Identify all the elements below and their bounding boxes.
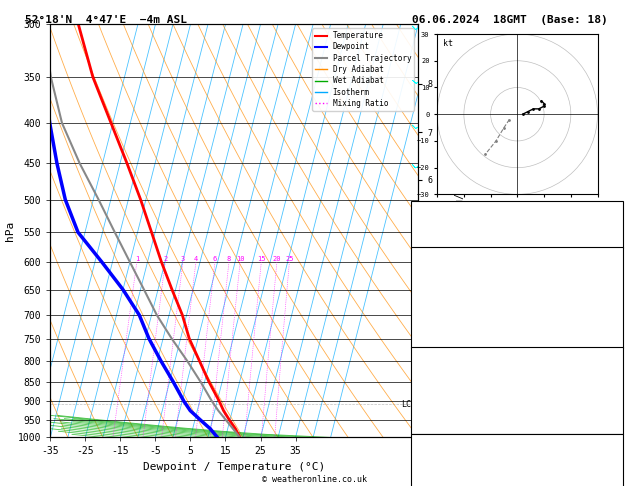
Text: SREH: SREH xyxy=(415,465,438,475)
Text: 52°18'N  4°47'E  −4m ASL: 52°18'N 4°47'E −4m ASL xyxy=(25,15,187,25)
Legend: Temperature, Dewpoint, Parcel Trajectory, Dry Adiabat, Wet Adiabat, Isotherm, Mi: Temperature, Dewpoint, Parcel Trajectory… xyxy=(312,28,415,111)
Text: 40: 40 xyxy=(608,219,620,229)
Text: Temp (°C): Temp (°C) xyxy=(415,265,468,275)
Text: 0: 0 xyxy=(614,319,620,330)
Text: 316: 316 xyxy=(602,379,620,389)
Text: Dewp (°C): Dewp (°C) xyxy=(415,278,468,289)
Text: θₑ(K): θₑ(K) xyxy=(415,292,445,302)
Text: 25: 25 xyxy=(285,256,294,262)
Text: 3: 3 xyxy=(181,256,185,262)
Text: © weatheronline.co.uk: © weatheronline.co.uk xyxy=(262,474,367,484)
Text: 0: 0 xyxy=(614,333,620,343)
Text: CIN (J): CIN (J) xyxy=(415,333,456,343)
Text: 2: 2 xyxy=(163,256,167,262)
Text: Totals Totals: Totals Totals xyxy=(415,219,491,229)
Y-axis label: km
ASL: km ASL xyxy=(435,224,454,238)
Text: CAPE (J): CAPE (J) xyxy=(415,319,462,330)
Text: StmDir: StmDir xyxy=(415,479,450,486)
Text: Hodograph: Hodograph xyxy=(491,438,544,448)
Text: 5: 5 xyxy=(614,392,620,402)
Text: PW (cm): PW (cm) xyxy=(415,233,456,243)
Text: 12: 12 xyxy=(608,465,620,475)
Text: 8: 8 xyxy=(227,256,231,262)
Text: 6: 6 xyxy=(213,256,217,262)
Text: 1: 1 xyxy=(135,256,139,262)
Text: 271°: 271° xyxy=(596,479,620,486)
Text: CAPE (J): CAPE (J) xyxy=(415,406,462,416)
Text: 316: 316 xyxy=(602,292,620,302)
Text: Surface: Surface xyxy=(497,251,538,261)
Text: 20: 20 xyxy=(272,256,281,262)
Text: 0: 0 xyxy=(614,419,620,430)
Text: EH: EH xyxy=(415,451,427,462)
Text: 06.06.2024  18GMT  (Base: 18): 06.06.2024 18GMT (Base: 18) xyxy=(412,15,608,25)
Text: Pressure (mb): Pressure (mb) xyxy=(415,365,491,375)
Text: 2.46: 2.46 xyxy=(596,233,620,243)
Text: Most Unstable: Most Unstable xyxy=(479,351,555,362)
Text: Lifted Index: Lifted Index xyxy=(415,392,486,402)
X-axis label: Dewpoint / Temperature (°C): Dewpoint / Temperature (°C) xyxy=(143,462,325,472)
Text: 0: 0 xyxy=(614,406,620,416)
Text: 10: 10 xyxy=(236,256,245,262)
Text: 15: 15 xyxy=(257,256,265,262)
Y-axis label: hPa: hPa xyxy=(5,221,15,241)
Text: 5: 5 xyxy=(614,306,620,316)
Text: 19: 19 xyxy=(608,451,620,462)
Text: 4: 4 xyxy=(194,256,198,262)
Text: LCL: LCL xyxy=(401,400,416,409)
Text: 19.1: 19.1 xyxy=(596,265,620,275)
Text: Mixing Ratio (g/kg): Mixing Ratio (g/kg) xyxy=(455,175,465,287)
Text: 12.7: 12.7 xyxy=(596,278,620,289)
Text: kt: kt xyxy=(443,39,452,49)
Text: 1015: 1015 xyxy=(596,365,620,375)
Text: Lifted Index: Lifted Index xyxy=(415,306,486,316)
Text: θₑ (K): θₑ (K) xyxy=(415,379,450,389)
Text: 20: 20 xyxy=(608,206,620,216)
Text: CIN (J): CIN (J) xyxy=(415,419,456,430)
Text: K: K xyxy=(415,206,421,216)
